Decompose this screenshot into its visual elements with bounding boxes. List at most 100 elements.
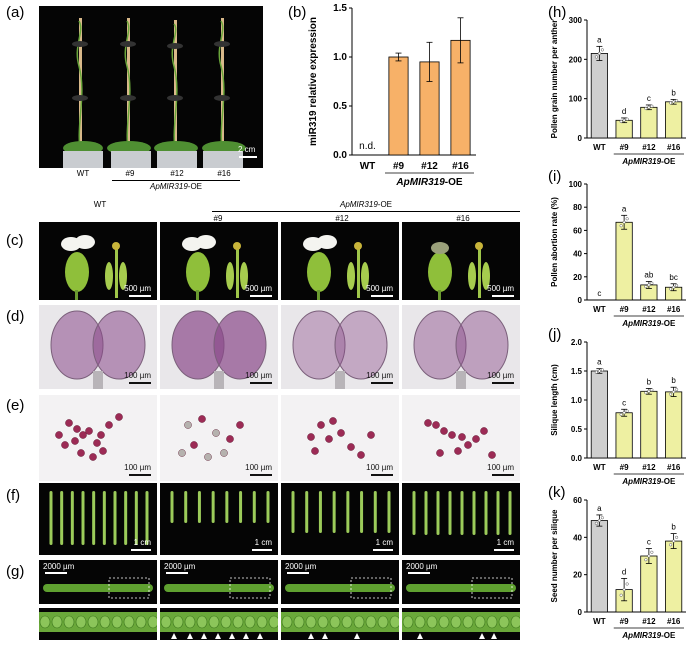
y-tick-label: 100 xyxy=(569,180,583,189)
scale-text: 500 µm xyxy=(366,284,393,293)
data-point xyxy=(650,388,654,392)
aborted-seed-marker xyxy=(171,633,177,639)
data-point xyxy=(619,119,623,124)
scale-text: 500 µm xyxy=(245,284,272,293)
y-tick-label: 0.0 xyxy=(333,150,347,161)
scale-text: 100 µm xyxy=(124,463,151,472)
header-16: #16 xyxy=(456,214,470,223)
data-point xyxy=(650,550,654,554)
aborted-seed-marker xyxy=(201,633,207,639)
anther-photo-3: 100 µm xyxy=(402,305,520,389)
aborted-seed-marker xyxy=(491,633,497,639)
label-a-wt: WT xyxy=(76,169,90,178)
header-9: #9 xyxy=(213,214,223,223)
category-label: WT xyxy=(593,143,606,152)
category-label: #16 xyxy=(667,143,681,152)
data-point xyxy=(675,535,679,539)
anther-photo-0: 100 µm xyxy=(39,305,157,389)
header-group-line xyxy=(212,211,520,212)
category-label: WT xyxy=(593,305,606,314)
silique-illustration xyxy=(170,491,270,523)
data-point xyxy=(650,281,654,285)
y-tick-label: 20 xyxy=(573,571,582,580)
panel-label-f: (f) xyxy=(6,487,21,504)
silique-illustration xyxy=(412,491,512,535)
y-tick-label: 0 xyxy=(578,296,583,305)
scale-text: 2000 µm xyxy=(285,562,317,571)
significance-letter: a xyxy=(597,35,602,44)
silique-open-illustration xyxy=(43,577,153,599)
aborted-seed-marker xyxy=(479,633,485,639)
y-axis-label: Pollen abortion rate (%) xyxy=(550,197,559,287)
significance-letter: a xyxy=(622,204,627,213)
silique-zoom-photo-3 xyxy=(402,608,520,640)
category-label: #9 xyxy=(620,143,629,152)
significance-letter: b xyxy=(671,523,676,532)
scale-bar xyxy=(492,382,514,384)
value-label: n.d. xyxy=(359,141,376,152)
plants-illustration xyxy=(63,18,246,168)
silique-open-photo-0: 2000 µm xyxy=(39,560,157,604)
data-point xyxy=(675,388,679,392)
silique-photo-1: 1 cm xyxy=(160,483,278,555)
silique-open-illustration xyxy=(285,577,395,599)
group-line-a xyxy=(112,180,240,181)
flower-illustration xyxy=(303,235,369,300)
y-tick-label: 1.0 xyxy=(333,52,347,63)
y-tick-label: 80 xyxy=(573,203,582,212)
silique-photo-2: 1 cm xyxy=(281,483,399,555)
scale-text: 500 µm xyxy=(487,284,514,293)
panel-label-c: (c) xyxy=(6,232,24,249)
flower-photo-2: 500 µm xyxy=(281,222,399,300)
scale-bar xyxy=(129,474,151,476)
data-point xyxy=(650,104,654,108)
data-point xyxy=(625,582,629,586)
data-point xyxy=(594,370,598,374)
scale-bar xyxy=(492,474,514,476)
data-point xyxy=(619,593,623,597)
chart-k: 0 20 40 60 a WT d #9 c #12 b #16 ApMIR319-OE Seed num… xyxy=(545,488,692,642)
category-label: WT xyxy=(593,463,606,472)
data-point xyxy=(669,392,673,396)
data-point xyxy=(647,283,651,287)
panel-label-h: (h) xyxy=(548,4,567,21)
scale-text: 100 µm xyxy=(366,463,393,472)
data-point xyxy=(600,368,604,372)
silique-zoom-photo-0 xyxy=(39,608,157,640)
anther-illustration xyxy=(292,310,388,389)
silique-zoom-illustration xyxy=(402,612,520,639)
pollen-photo-3: 100 µm xyxy=(402,395,520,481)
data-point xyxy=(622,118,626,122)
data-point xyxy=(647,554,651,558)
y-tick-label: 100 xyxy=(569,95,583,104)
data-point xyxy=(594,521,598,525)
scale-bar-a xyxy=(239,156,257,158)
data-point xyxy=(669,101,673,105)
scale-bar xyxy=(166,572,188,574)
y-tick-label: 0.5 xyxy=(571,425,583,434)
silique-open-photo-2: 2000 µm xyxy=(281,560,399,604)
significance-letter: c xyxy=(622,398,626,407)
bar xyxy=(665,540,683,613)
y-tick-label: 40 xyxy=(573,533,582,542)
data-point xyxy=(600,516,604,520)
aborted-seed-marker xyxy=(229,633,235,639)
category-label: #9 xyxy=(620,617,629,626)
panel-label-d: (d) xyxy=(6,308,25,325)
scale-bar xyxy=(250,295,272,297)
y-tick-label: 0.0 xyxy=(571,454,583,463)
scale-bar xyxy=(494,549,514,551)
data-point xyxy=(619,224,623,228)
chart-i: 0 20 40 60 80 100 c WT a #9 ab #12 bc #16 ApMIR319-OE P… xyxy=(545,172,692,330)
data-point xyxy=(647,389,651,393)
group-label: ApMIR319-OE xyxy=(621,319,676,328)
label-a-9: #9 xyxy=(125,169,135,178)
data-point xyxy=(597,518,601,523)
scale-text: 1 cm xyxy=(254,538,272,547)
pollen-illustration xyxy=(178,415,244,461)
flower-illustration xyxy=(182,235,248,300)
panel-label-a: (a) xyxy=(6,4,25,21)
y-tick-label: 1.5 xyxy=(571,367,583,376)
y-axis-label: Pollen grain number per anther xyxy=(550,20,559,139)
chart-svg-j: 0.0 0.5 1.0 1.5 2.0 a WT c #9 b #12 b #16 ApMIR319-OE… xyxy=(550,338,686,486)
